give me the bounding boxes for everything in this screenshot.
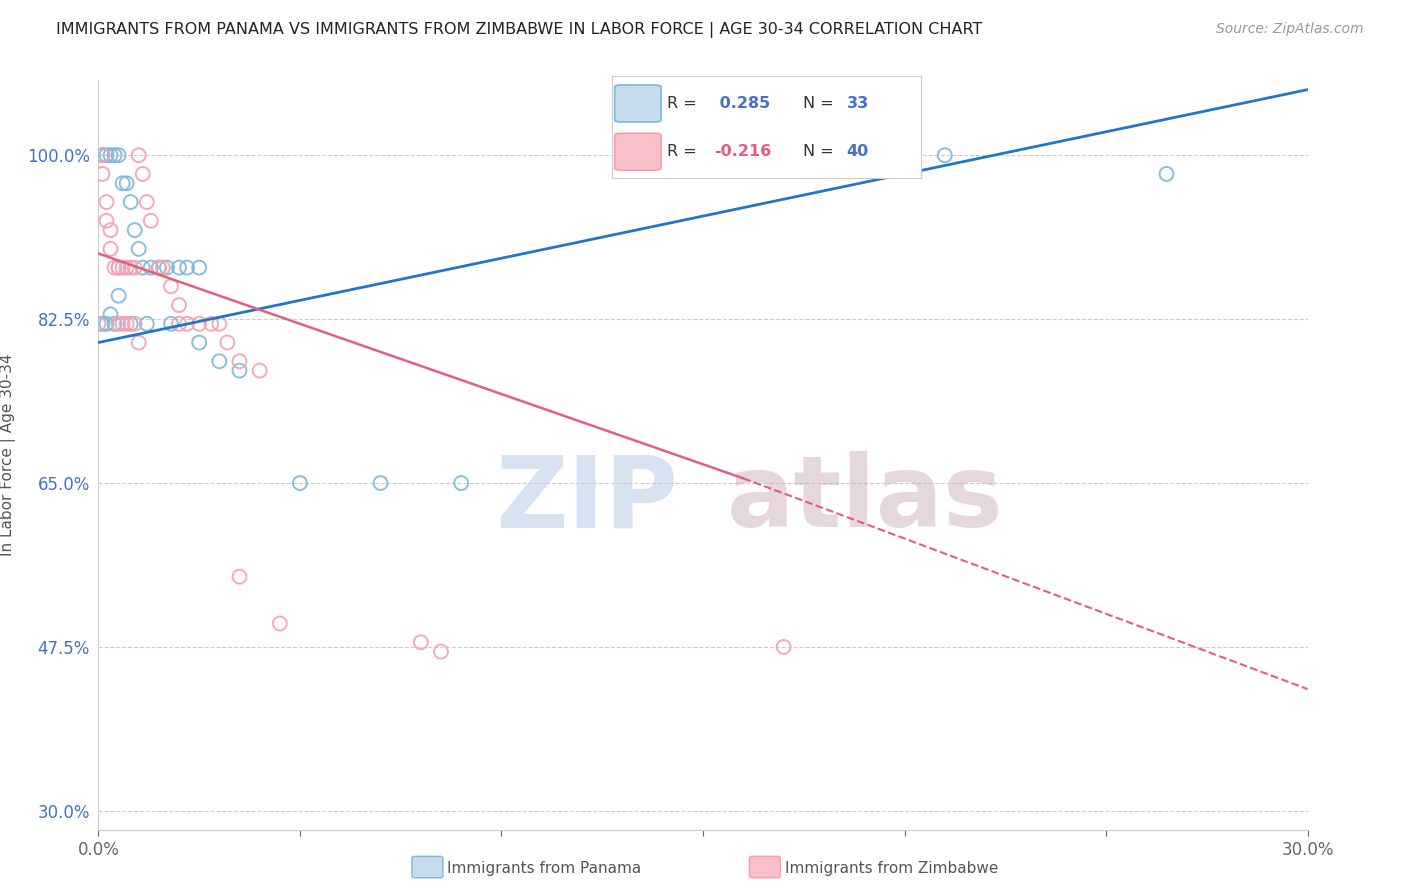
Point bbox=[135, 195, 157, 210]
Point bbox=[107, 260, 129, 275]
Point bbox=[87, 317, 110, 331]
Point bbox=[167, 260, 190, 275]
Text: ZIP: ZIP bbox=[496, 451, 679, 549]
Text: 33: 33 bbox=[846, 96, 869, 111]
Point bbox=[100, 223, 122, 237]
Point bbox=[167, 317, 190, 331]
Point bbox=[148, 260, 170, 275]
FancyBboxPatch shape bbox=[614, 85, 661, 122]
Text: Source: ZipAtlas.com: Source: ZipAtlas.com bbox=[1216, 22, 1364, 37]
Point bbox=[139, 260, 162, 275]
Point bbox=[100, 307, 122, 322]
Point bbox=[228, 364, 250, 378]
FancyBboxPatch shape bbox=[614, 133, 661, 170]
Point bbox=[208, 354, 231, 368]
Text: R =: R = bbox=[668, 145, 697, 160]
Point bbox=[200, 317, 222, 331]
Point bbox=[120, 317, 142, 331]
Text: Immigrants from Zimbabwe: Immigrants from Zimbabwe bbox=[785, 862, 998, 876]
Point bbox=[450, 476, 472, 491]
Point bbox=[208, 317, 231, 331]
Text: atlas: atlas bbox=[727, 451, 1004, 549]
Point bbox=[1156, 167, 1178, 181]
Point bbox=[103, 260, 125, 275]
Point bbox=[96, 213, 118, 227]
Point bbox=[430, 644, 453, 658]
Point bbox=[188, 335, 211, 350]
Point bbox=[148, 260, 170, 275]
Text: IMMIGRANTS FROM PANAMA VS IMMIGRANTS FROM ZIMBABWE IN LABOR FORCE | AGE 30-34 CO: IMMIGRANTS FROM PANAMA VS IMMIGRANTS FRO… bbox=[56, 22, 983, 38]
Point bbox=[370, 476, 392, 491]
Point bbox=[139, 213, 162, 227]
Point bbox=[107, 289, 129, 303]
Point bbox=[103, 317, 125, 331]
Point bbox=[91, 167, 114, 181]
Point bbox=[217, 335, 239, 350]
Text: N =: N = bbox=[803, 145, 834, 160]
Point bbox=[96, 148, 118, 162]
Point bbox=[128, 148, 150, 162]
Point bbox=[132, 260, 155, 275]
Point bbox=[409, 635, 432, 649]
Point bbox=[160, 317, 183, 331]
Point bbox=[107, 148, 129, 162]
Point bbox=[132, 167, 155, 181]
Text: -0.216: -0.216 bbox=[714, 145, 770, 160]
Point bbox=[96, 195, 118, 210]
Point bbox=[135, 317, 157, 331]
Text: Immigrants from Panama: Immigrants from Panama bbox=[447, 862, 641, 876]
Point bbox=[91, 317, 114, 331]
Point bbox=[269, 616, 291, 631]
Point bbox=[188, 317, 211, 331]
Point bbox=[103, 148, 125, 162]
Point bbox=[107, 317, 129, 331]
Text: 40: 40 bbox=[846, 145, 869, 160]
Point bbox=[124, 223, 146, 237]
Point bbox=[156, 260, 179, 275]
Point bbox=[160, 279, 183, 293]
Point bbox=[288, 476, 311, 491]
Point bbox=[228, 354, 250, 368]
Point bbox=[115, 177, 138, 191]
Point bbox=[128, 242, 150, 256]
Point bbox=[100, 148, 122, 162]
Point bbox=[934, 148, 956, 162]
Point bbox=[188, 260, 211, 275]
Point bbox=[176, 317, 198, 331]
Point bbox=[115, 317, 138, 331]
Point bbox=[107, 260, 129, 275]
Point bbox=[111, 260, 134, 275]
Text: 0.285: 0.285 bbox=[714, 96, 770, 111]
Point bbox=[100, 242, 122, 256]
Point bbox=[115, 260, 138, 275]
Y-axis label: In Labor Force | Age 30-34: In Labor Force | Age 30-34 bbox=[0, 353, 15, 557]
Point bbox=[91, 148, 114, 162]
Point bbox=[228, 570, 250, 584]
Point bbox=[91, 148, 114, 162]
Point bbox=[124, 260, 146, 275]
Point bbox=[111, 177, 134, 191]
Point bbox=[120, 260, 142, 275]
Point bbox=[96, 317, 118, 331]
Point bbox=[772, 640, 794, 654]
Text: R =: R = bbox=[668, 96, 697, 111]
Point bbox=[249, 364, 271, 378]
Point bbox=[128, 335, 150, 350]
Point bbox=[111, 317, 134, 331]
Point bbox=[152, 260, 174, 275]
Point bbox=[176, 260, 198, 275]
Point bbox=[120, 195, 142, 210]
Point bbox=[124, 317, 146, 331]
Text: N =: N = bbox=[803, 96, 834, 111]
Point bbox=[167, 298, 190, 312]
